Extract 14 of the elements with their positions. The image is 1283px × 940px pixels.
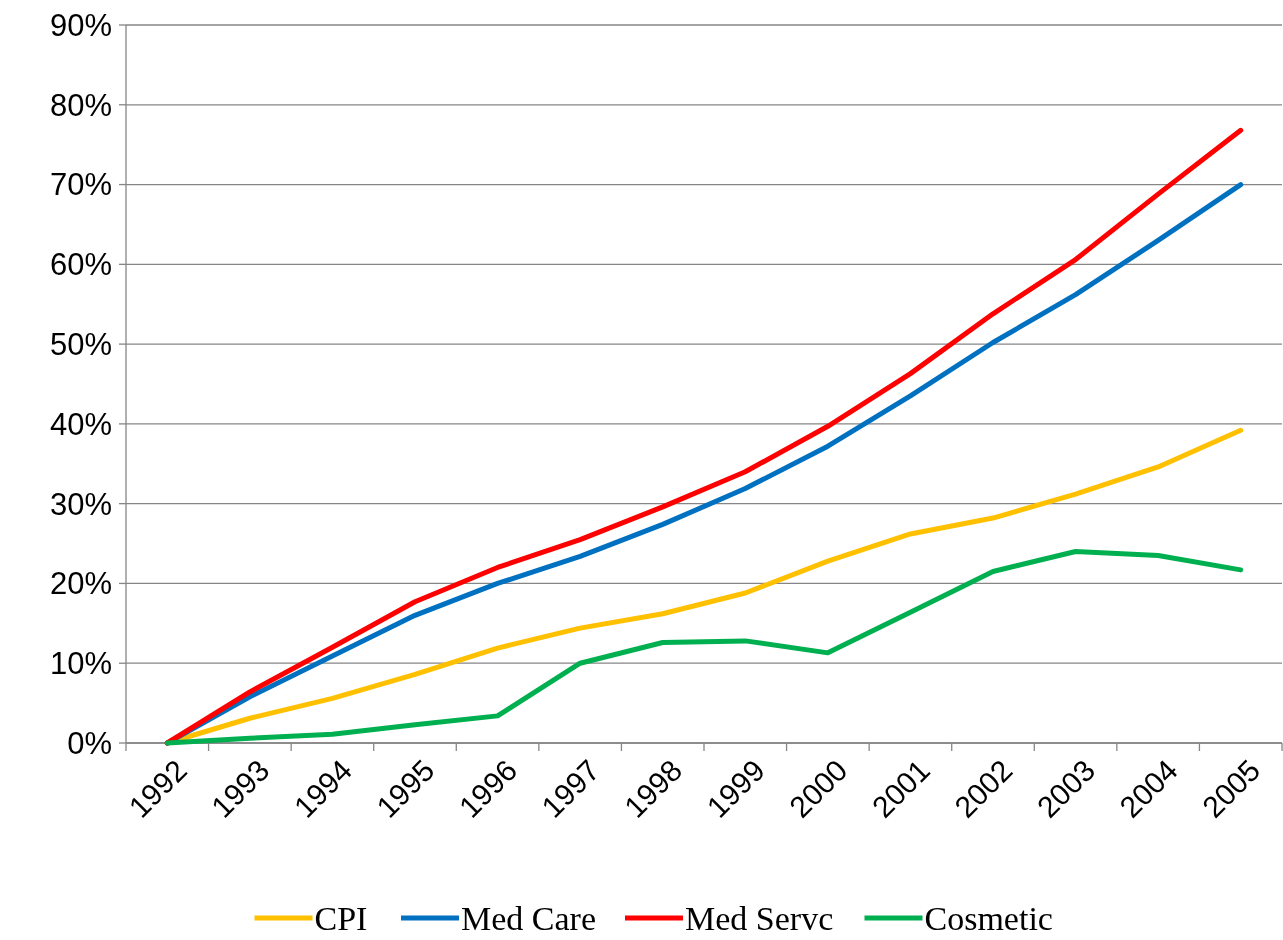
- y-tick-label: 70%: [49, 167, 112, 203]
- y-tick-label: 40%: [49, 406, 112, 442]
- legend-label: Med Servc: [685, 899, 834, 937]
- y-tick-label: 30%: [49, 486, 112, 522]
- y-tick-label: 90%: [49, 7, 112, 43]
- y-tick-label: 50%: [49, 326, 112, 362]
- y-tick-label: 60%: [49, 247, 112, 283]
- legend-label: Cosmetic: [924, 899, 1053, 937]
- y-tick-label: 0%: [67, 725, 112, 761]
- y-tick-label: 80%: [49, 87, 112, 123]
- y-tick-label: 20%: [49, 566, 112, 602]
- legend-label: Med Care: [461, 899, 597, 937]
- legend-label: CPI: [314, 899, 368, 937]
- y-tick-label: 10%: [49, 646, 112, 682]
